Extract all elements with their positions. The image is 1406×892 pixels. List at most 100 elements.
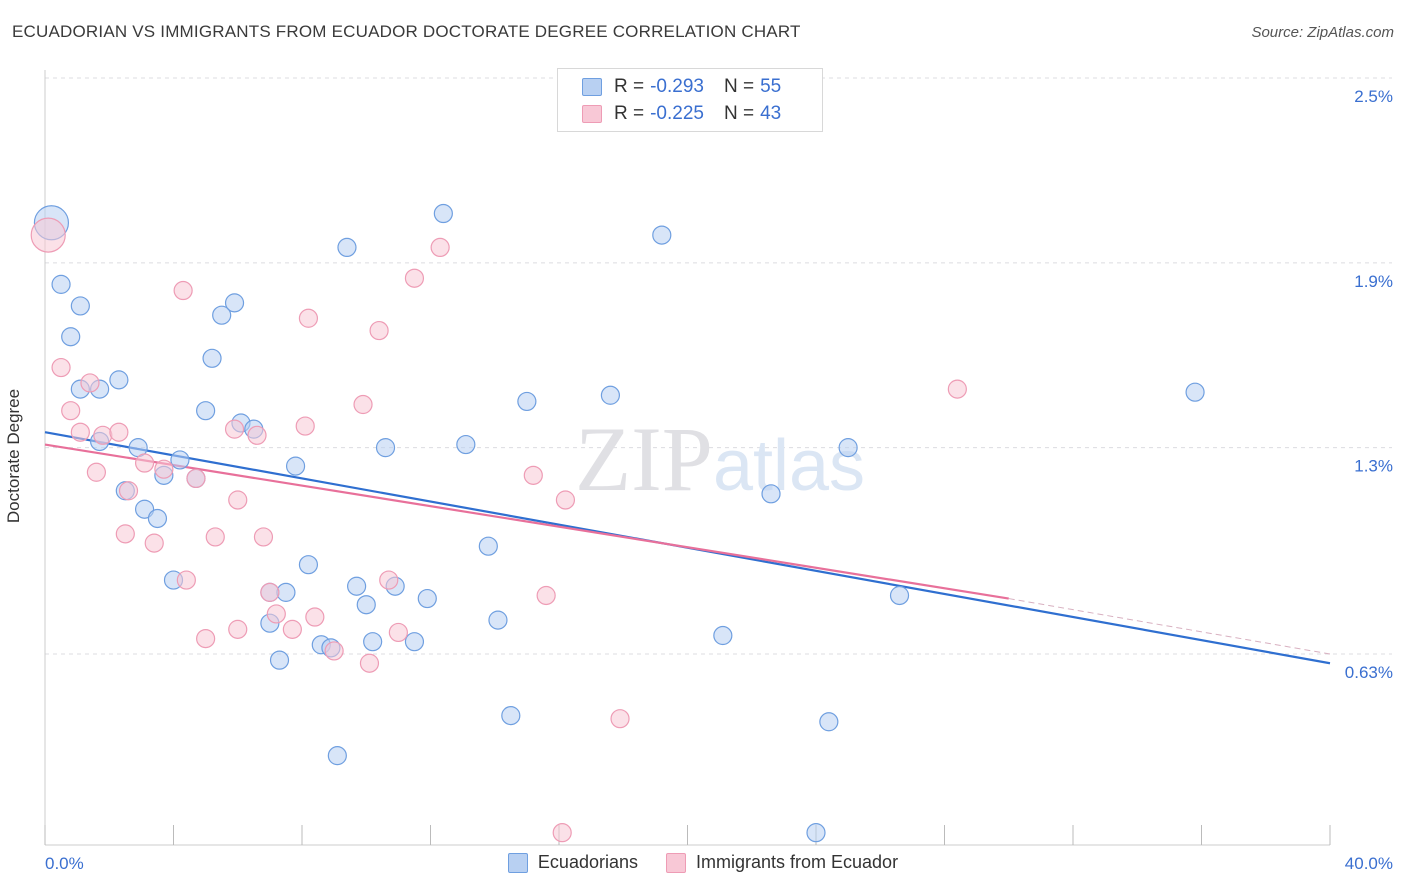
point-ecuadorians	[327, 746, 347, 766]
trend-line-extrapolated	[1008, 598, 1331, 655]
point-immigrants	[295, 416, 315, 436]
stats-legend: R = -0.293 N = 55 R = -0.225 N = 43	[557, 68, 823, 132]
data-points	[30, 203, 1205, 843]
point-immigrants	[266, 604, 286, 624]
point-immigrants	[353, 394, 373, 415]
point-immigrants	[298, 308, 319, 328]
point-immigrants	[144, 533, 164, 553]
point-immigrants	[30, 217, 66, 253]
point-ecuadorians	[456, 434, 476, 455]
tick-labels: 0.63% 1.3% 1.9% 2.5% 0.0% 40.0%	[45, 87, 1393, 873]
n-label: N =	[723, 76, 755, 97]
point-ecuadorians	[269, 650, 290, 670]
point-ecuadorians	[70, 296, 90, 316]
point-ecuadorians	[478, 536, 498, 556]
legend-item-ecuadorians[interactable]: Ecuadorians	[507, 852, 638, 873]
x-tick-label: 40.0%	[1345, 854, 1393, 873]
y-tick-label: 2.5%	[1354, 87, 1393, 106]
point-ecuadorians	[889, 585, 910, 606]
watermark-atlas: atlas	[713, 426, 865, 506]
point-immigrants	[305, 607, 325, 627]
point-immigrants	[173, 280, 193, 301]
point-immigrants	[610, 709, 630, 729]
point-ecuadorians	[109, 370, 129, 390]
point-immigrants	[154, 459, 174, 479]
point-immigrants	[228, 490, 248, 510]
point-ecuadorians	[224, 293, 245, 313]
point-ecuadorians	[202, 348, 222, 368]
source-label: Source: ZipAtlas.com	[1251, 24, 1394, 41]
point-immigrants	[186, 468, 206, 489]
point-immigrants	[51, 357, 71, 378]
point-ecuadorians	[517, 391, 537, 412]
axes	[44, 70, 1331, 846]
point-immigrants	[118, 481, 139, 501]
point-ecuadorians	[1185, 382, 1205, 402]
n-label: N =	[723, 103, 755, 124]
r-value: -0.293	[650, 76, 704, 97]
stats-row-ecuadorians: R = -0.293 N = 55	[582, 74, 781, 100]
point-ecuadorians	[652, 225, 672, 245]
r-label: R =	[614, 103, 645, 124]
trend-line-immigrants	[44, 443, 1009, 600]
legend-item-immigrants[interactable]: Immigrants from Ecuador	[666, 852, 898, 873]
point-ecuadorians	[433, 203, 453, 224]
point-ecuadorians	[600, 385, 621, 405]
legend-swatch-pink	[582, 105, 602, 123]
point-immigrants	[70, 422, 90, 442]
point-immigrants	[379, 570, 399, 590]
point-ecuadorians	[417, 588, 437, 609]
legend-swatch-pink	[666, 852, 686, 873]
r-value: -0.225	[650, 103, 704, 124]
point-ecuadorians	[488, 610, 508, 630]
point-ecuadorians	[51, 274, 71, 294]
point-immigrants	[359, 653, 380, 673]
point-ecuadorians	[713, 625, 733, 646]
point-immigrants	[86, 462, 107, 482]
point-immigrants	[523, 465, 543, 485]
point-immigrants	[224, 419, 245, 439]
y-tick-label: 1.9%	[1354, 272, 1393, 291]
point-immigrants	[228, 619, 248, 639]
gridlines	[45, 77, 1392, 655]
point-immigrants	[555, 490, 576, 510]
r-label: R =	[614, 76, 645, 97]
legend-swatch-blue	[507, 852, 528, 873]
point-ecuadorians	[298, 555, 319, 575]
point-immigrants	[947, 379, 967, 399]
point-immigrants	[80, 373, 100, 393]
point-immigrants	[369, 320, 389, 341]
point-immigrants	[430, 237, 450, 258]
stats-row-immigrants: R = -0.225 N = 43	[582, 101, 781, 127]
point-ecuadorians	[61, 327, 81, 347]
n-value: 43	[760, 103, 782, 124]
point-ecuadorians	[147, 508, 168, 529]
legend-swatch-blue	[582, 78, 602, 96]
point-immigrants	[253, 527, 274, 547]
point-ecuadorians	[285, 456, 306, 476]
point-ecuadorians	[363, 632, 383, 652]
series-legend: Ecuadorians Immigrants from Ecuador	[0, 852, 1406, 873]
point-immigrants	[552, 823, 572, 843]
point-immigrants	[388, 622, 408, 643]
point-immigrants	[176, 570, 196, 590]
point-ecuadorians	[806, 823, 826, 843]
point-ecuadorians	[838, 438, 858, 458]
point-immigrants	[134, 453, 155, 473]
point-ecuadorians	[196, 401, 216, 421]
point-immigrants	[93, 425, 113, 445]
point-ecuadorians	[761, 484, 781, 504]
point-ecuadorians	[819, 712, 839, 732]
point-ecuadorians	[276, 582, 296, 602]
trend-lines	[44, 431, 1331, 665]
point-immigrants	[536, 585, 556, 606]
watermark: ZIPatlas	[575, 408, 865, 510]
chart-title: ECUADORIAN VS IMMIGRANTS FROM ECUADOR DO…	[12, 22, 801, 41]
legend-label: Ecuadorians	[537, 852, 638, 872]
point-ecuadorians	[337, 237, 357, 258]
point-ecuadorians	[375, 438, 396, 458]
point-ecuadorians	[501, 706, 521, 726]
point-immigrants	[115, 524, 135, 544]
point-immigrants	[282, 619, 302, 639]
